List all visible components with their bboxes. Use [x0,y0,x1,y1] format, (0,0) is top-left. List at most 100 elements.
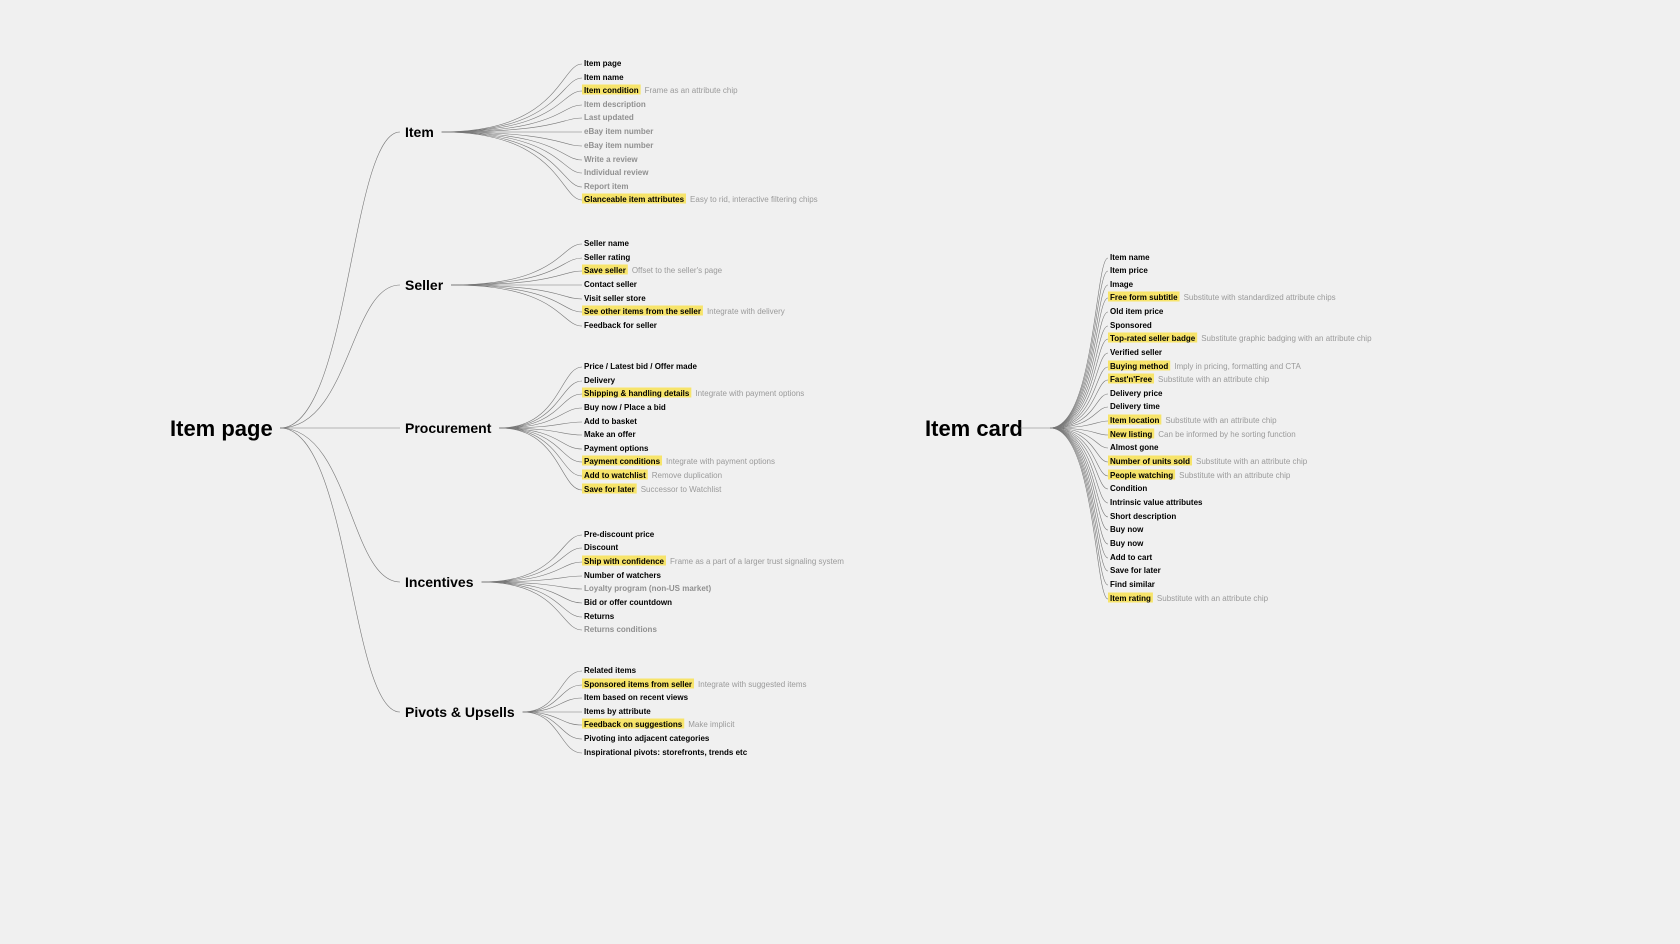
leaf-label: Shipping & handling details [584,389,690,398]
leaf-label: Pivoting into adjacent categories [584,734,710,743]
leaf-label: Related items [584,666,637,675]
leaf-label: Payment conditions [584,457,661,466]
branch-card-leaf [1050,428,1108,503]
leaf-label: Visit seller store [584,294,646,303]
leaf-note: Successor to Watchlist [641,485,722,494]
branch-incentives-leaf [481,535,582,582]
branch-card-leaf [1050,380,1108,428]
branch-card-leaf [1050,428,1108,476]
leaf-label: eBay item number [584,141,653,150]
branch-incentives-leaf [481,582,582,589]
branch-card-leaf [1050,353,1108,428]
leaf-label: Buy now [1110,539,1144,548]
leaf-note: Integrate with delivery [707,307,785,316]
leaf-label: Verified seller [1110,348,1162,357]
leaf-label: Number of units sold [1110,457,1190,466]
leaf-label: Add to basket [584,417,637,426]
leaf-label: Add to cart [1110,553,1153,562]
branch-seller-leaf [451,258,582,285]
leaf-note: Substitute with an attribute chip [1196,457,1308,466]
leaf-label: Feedback for seller [584,321,657,330]
leaf-label: Last updated [584,113,634,122]
branch-seller-leaf [451,285,582,326]
branch-procurement-leaf [499,428,582,449]
leaf-note: Frame as an attribute chip [645,86,738,95]
leaf-label: Delivery [584,376,616,385]
branch-card-leaf [1050,428,1108,517]
item-card-root: Item card [925,416,1023,441]
leaf-label: Item rating [1110,594,1151,603]
leaf-label: Sponsored items from seller [584,680,692,689]
branch-procurement-leaf [499,408,582,428]
leaf-label: Returns [584,612,615,621]
leaf-label: Condition [1110,484,1147,493]
leaf-label: Item page [584,59,622,68]
leaf-label: Add to watchlist [584,471,646,480]
leaf-note: Substitute with an attribute chip [1165,416,1277,425]
branch-pivots-leaf [523,712,582,753]
leaf-label: Save for later [1110,566,1161,575]
leaf-label: Feedback on suggestions [584,720,683,729]
leaf-label: Inspirational pivots: storefronts, trend… [584,748,748,757]
branch-item-leaf [442,105,582,132]
leaf-label: Price / Latest bid / Offer made [584,362,697,371]
leaf-label: Delivery price [1110,389,1163,398]
leaf-label: Items by attribute [584,707,651,716]
leaf-label: Item based on recent views [584,693,689,702]
branch-card-leaf [1050,285,1108,428]
leaf-label: Delivery time [1110,402,1160,411]
branch-card-leaf [1050,339,1108,428]
mindmap-canvas: Item pageItemItem pageItem nameItem cond… [0,0,1680,944]
branch-procurement-leaf [499,428,582,490]
leaf-label: Number of watchers [584,571,661,580]
branch-card-leaf [1050,428,1108,489]
leaf-label: Buying method [1110,362,1168,371]
leaf-label: Short description [1110,512,1176,521]
branch-incentives-leaf [481,562,582,582]
leaf-label: Buy now [1110,525,1144,534]
leaf-label: Ship with confidence [584,557,665,566]
leaf-label: Bid or offer countdown [584,598,672,607]
leaf-label: People watching [1110,471,1173,480]
group-label-pivots: Pivots & Upsells [405,704,515,720]
group-label-procurement: Procurement [405,420,492,436]
leaf-label: New listing [1110,430,1152,439]
leaf-label: Write a review [584,155,638,164]
leaf-label: Top-rated seller badge [1110,334,1196,343]
leaf-label: Discount [584,543,619,552]
leaf-label: Pre-discount price [584,530,655,539]
item-page-root: Item page [170,416,273,441]
leaf-note: Substitute graphic badging with an attri… [1201,334,1372,343]
leaf-note: Remove duplication [652,471,722,480]
leaf-note: Integrate with payment options [666,457,775,466]
branch-card-leaf [1050,428,1108,558]
leaf-label: Item location [1110,416,1159,425]
branch-incentives-leaf [481,582,582,617]
branch-pivots-leaf [523,712,582,725]
leaf-label: Almost gone [1110,443,1159,452]
group-label-item: Item [405,124,434,140]
leaf-note: Substitute with an attribute chip [1158,375,1270,384]
leaf-label: Image [1110,280,1134,289]
branch-card-leaf [1050,298,1108,428]
leaf-label: Seller name [584,239,629,248]
leaf-note: Substitute with standardized attribute c… [1184,293,1336,302]
branch-item-leaf [442,132,582,160]
leaf-label: Make an offer [584,430,636,439]
group-label-incentives: Incentives [405,574,474,590]
leaf-note: Integrate with suggested items [698,680,807,689]
leaf-label: Item description [584,100,646,109]
leaf-note: Substitute with an attribute chip [1157,594,1269,603]
branch-incentives-leaf [481,582,582,603]
leaf-note: Substitute with an attribute chip [1179,471,1291,480]
leaf-note: Integrate with payment options [695,389,804,398]
leaf-label: Free form subtitle [1110,293,1178,302]
branch-item-leaf [442,91,582,132]
leaf-label: Old item price [1110,307,1164,316]
leaf-label: Contact seller [584,280,637,289]
leaf-note: Easy to rid, interactive filtering chips [690,195,818,204]
branch-card-leaf [1050,428,1108,571]
branch-procurement-leaf [499,428,582,476]
leaf-label: Fast'n'Free [1110,375,1153,384]
leaf-label: Returns conditions [584,625,657,634]
